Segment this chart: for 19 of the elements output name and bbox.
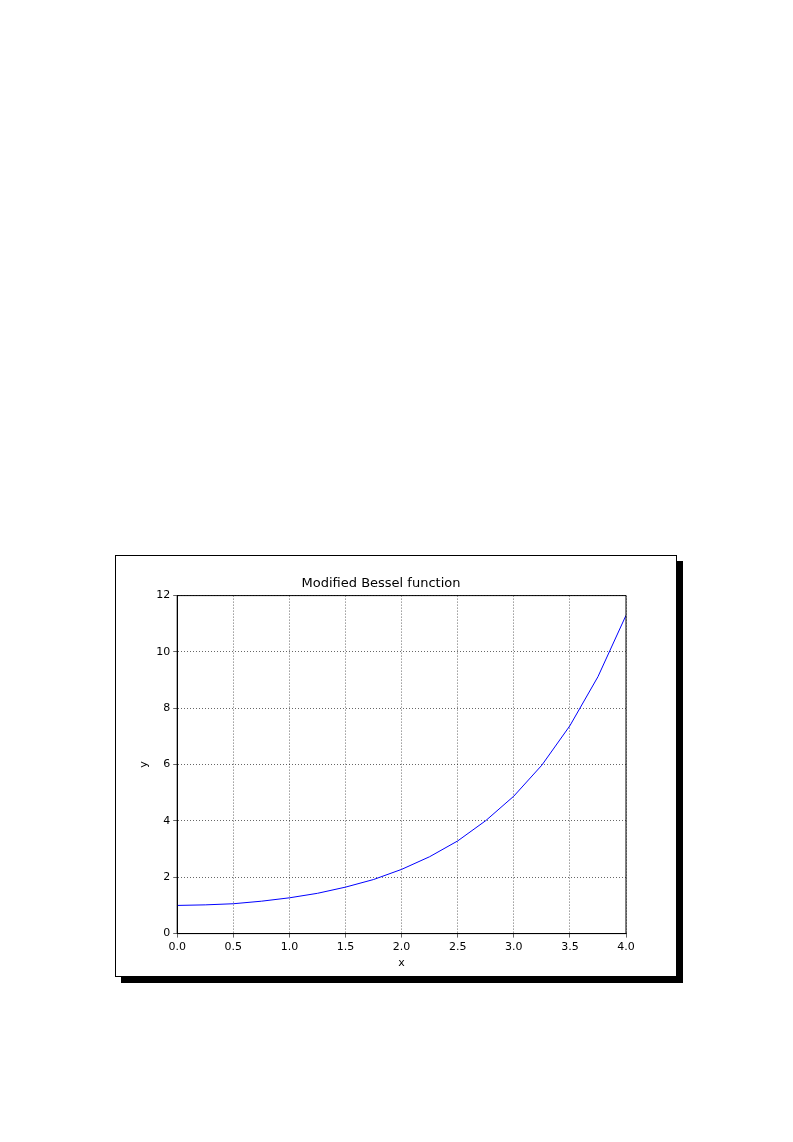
x-tick-label: 0.5: [224, 940, 243, 954]
x-tick-label: 2.5: [448, 940, 467, 954]
x-tick-label: 3.0: [505, 940, 523, 954]
y-tick-label: 10: [156, 644, 171, 658]
y-tick-label: 8: [163, 701, 171, 715]
x-tick-label: 2.0: [392, 940, 411, 954]
x-tick-label: 4.0: [617, 940, 635, 954]
x-tick-label: 1.5: [336, 940, 355, 954]
chart-title: Modified Bessel function: [301, 575, 461, 591]
y-tick-label: 12: [156, 588, 171, 602]
x-tick-label: 1.0: [280, 940, 299, 954]
x-tick-label: 0.0: [168, 940, 186, 954]
y-tick-label: 6: [163, 757, 171, 771]
x-tick-label: 3.5: [561, 940, 579, 954]
y-tick-label: 2: [163, 870, 171, 884]
y-tick-label: 0: [163, 926, 171, 940]
y-axis-title: y: [137, 760, 151, 768]
x-axis-title: x: [398, 956, 406, 970]
y-tick-label: 4: [163, 813, 171, 827]
